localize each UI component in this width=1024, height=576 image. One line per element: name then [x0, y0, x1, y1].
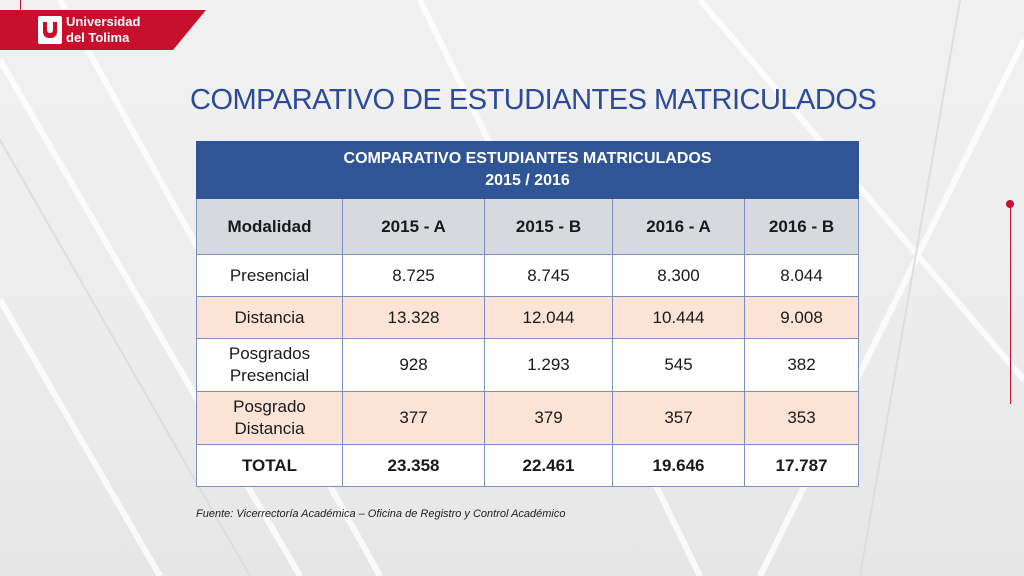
logo-line2: del Tolima — [66, 30, 130, 45]
table-cell: 10.444 — [612, 296, 745, 339]
table-title-cell: COMPARATIVO ESTUDIANTES MATRICULADOS 201… — [195, 141, 860, 199]
table-cell: 928 — [342, 338, 485, 392]
page-title: COMPARATIVO DE ESTUDIANTES MATRICULADOS — [190, 84, 877, 116]
table-title-line1: COMPARATIVO ESTUDIANTES MATRICULADOS — [343, 150, 712, 167]
logo-banner — [0, 10, 206, 50]
total-cell: 19.646 — [612, 444, 745, 487]
row-label-line1: Posgrado — [233, 397, 306, 416]
table-title-row: COMPARATIVO ESTUDIANTES MATRICULADOS 201… — [195, 141, 860, 199]
row-label: Distancia — [196, 296, 343, 339]
logo-text: Universidad del Tolima — [66, 14, 140, 46]
row-label: TOTAL — [196, 444, 343, 487]
total-row: TOTAL 23.358 22.461 19.646 17.787 — [196, 444, 860, 487]
logo-line1: Universidad — [66, 14, 141, 29]
enrollment-table-container: COMPARATIVO ESTUDIANTES MATRICULADOS 201… — [195, 141, 860, 487]
table-cell: 353 — [743, 391, 860, 445]
row-label-line1: Posgrados — [228, 344, 311, 363]
table-cell: 8.725 — [342, 254, 485, 297]
table-cell: 8.745 — [484, 254, 613, 297]
table-cell: 1.293 — [484, 338, 613, 392]
university-logo-icon — [38, 16, 62, 44]
column-header: 2016 - A — [612, 198, 745, 255]
table-row: Distancia 13.328 12.044 10.444 9.008 — [196, 296, 860, 339]
table-cell: 379 — [484, 391, 613, 445]
column-header-row: Modalidad 2015 - A 2015 - B 2016 - A 201… — [196, 198, 860, 255]
row-label-line2: Distancia — [234, 419, 305, 438]
table-row: Posgrados Presencial 928 1.293 545 382 — [196, 338, 860, 392]
table-cell: 357 — [612, 391, 745, 445]
source-note: Fuente: Vicerrectoría Académica – Oficin… — [196, 508, 566, 520]
table-cell: 8.044 — [743, 254, 860, 297]
total-cell: 22.461 — [484, 444, 613, 487]
column-header: 2015 - A — [342, 198, 485, 255]
table-cell: 9.008 — [743, 296, 860, 339]
table-cell: 12.044 — [484, 296, 613, 339]
table-title-line2: 2015 / 2016 — [485, 172, 570, 189]
table-cell: 13.328 — [342, 296, 485, 339]
column-header: Modalidad — [196, 198, 343, 255]
column-header: 2016 - B — [743, 198, 860, 255]
table-row: Posgrado Distancia 377 379 357 353 — [196, 391, 860, 445]
right-accent-line — [1010, 204, 1011, 404]
table-cell: 8.300 — [612, 254, 745, 297]
row-label: Posgrados Presencial — [196, 338, 343, 392]
table-cell: 545 — [612, 338, 745, 392]
table-cell: 377 — [342, 391, 485, 445]
total-cell: 23.358 — [342, 444, 485, 487]
column-header: 2015 - B — [484, 198, 613, 255]
row-label: Presencial — [196, 254, 343, 297]
right-accent-dot — [1006, 200, 1014, 208]
table-cell: 382 — [743, 338, 860, 392]
top-left-accent-line — [20, 0, 21, 12]
enrollment-table: COMPARATIVO ESTUDIANTES MATRICULADOS 201… — [195, 141, 860, 487]
table-row: Presencial 8.725 8.745 8.300 8.044 — [196, 254, 860, 297]
row-label: Posgrado Distancia — [196, 391, 343, 445]
row-label-line2: Presencial — [229, 366, 310, 385]
total-cell: 17.787 — [743, 444, 860, 487]
